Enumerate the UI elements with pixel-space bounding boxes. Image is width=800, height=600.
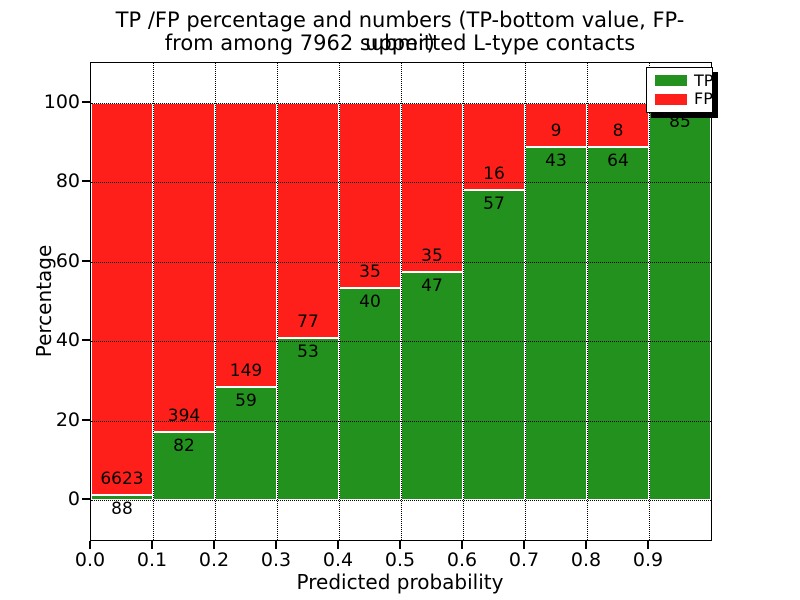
x-tick-label: 0.5 [384,549,416,571]
chart-title-line2: from among 7962 submitted L-type contact… [164,31,636,55]
tp-bar-segment [91,495,153,501]
tp-bar-segment [401,272,463,501]
x-tick-label: 0.8 [570,549,602,571]
tp-bar-segment [649,107,711,501]
y-tick-label: 0 [67,488,80,511]
v-gridline [463,63,464,540]
x-tick-label: 0.7 [508,549,540,571]
tp-count-label: 57 [483,193,505,214]
y-tick-label: 100 [43,90,80,113]
y-axis-label: Percentage [32,244,56,358]
legend-row-fp: FP [647,89,713,109]
v-gridline [153,63,154,540]
fp-bar-segment [401,102,463,273]
fp-bar-segment [91,102,153,496]
v-gridline [339,63,340,540]
x-tick [275,541,277,549]
tp-count-label: 85 [669,111,691,132]
y-tick [82,339,90,342]
tp-swatch-icon [655,75,687,87]
tp-count-label: 53 [297,342,319,363]
fp-count-label: 16 [483,163,505,184]
fp-bar-segment [277,102,339,339]
legend-row-tp: TP [647,70,714,90]
v-gridline [587,63,588,540]
v-gridline [649,63,650,540]
y-tick [82,498,90,501]
fp-bar-segment [153,102,215,432]
fp-swatch-icon [655,93,687,105]
fp-count-label: 394 [167,405,201,426]
x-tick [523,541,525,549]
y-tick-label: 20 [55,408,80,431]
x-tick [399,541,401,549]
tp-count-label: 43 [545,150,567,171]
y-tick [82,259,90,262]
x-tick-label: 0.3 [260,549,292,571]
fp-bar-segment [587,102,649,147]
legend-label-tp: TP [694,70,714,90]
fp-bar-segment [215,102,277,388]
x-tick-label: 0.1 [136,549,168,571]
x-tick-label: 0.2 [198,549,230,571]
x-tick [647,541,649,549]
y-tick-label: 40 [55,329,80,352]
y-tick-label: 80 [55,170,80,193]
x-tick [585,541,587,549]
y-tick [82,100,90,103]
x-tick [461,541,463,549]
tp-count-label: 82 [173,435,195,456]
fp-bar-segment [339,102,401,289]
tp-bar-segment [525,146,587,501]
fp-count-label: 6623 [100,469,144,490]
fp-count-label: 35 [421,246,443,267]
fp-bar-segment [463,102,525,190]
x-tick [337,541,339,549]
tp-count-label: 64 [607,150,629,171]
fp-count-label: 8 [612,120,624,141]
x-tick-label: 0.4 [322,549,354,571]
v-gridline [401,63,402,540]
tp-bar-segment [587,146,649,501]
tp-bar-segment [277,338,339,501]
v-gridline [277,63,278,540]
x-tick [89,541,91,549]
tp-bar-segment [463,189,525,501]
tp-count-label: 40 [359,292,381,313]
x-axis-label: Predicted probability [296,570,504,594]
tp-count-label: 88 [111,499,133,520]
x-tick [213,541,215,549]
x-tick-label: 0.0 [74,549,106,571]
v-gridline [525,63,526,540]
legend-label-fp: FP [694,89,713,109]
fp-count-label: 35 [359,262,381,283]
fp-bar-segment [525,102,587,147]
x-tick [151,541,153,549]
x-tick-label: 0.6 [446,549,478,571]
y-tick-label: 60 [55,249,80,272]
y-tick [82,418,90,421]
y-tick [82,180,90,183]
legend: TP FP [646,67,713,113]
tp-bar-segment [153,431,215,501]
fp-count-label: 9 [550,120,562,141]
chart-title-line1: TP /FP percentage and numbers (TP-bottom… [115,8,685,55]
tp-count-label: 59 [235,391,257,412]
plot-area: 6623 88 394 82 149 59 77 53 35 40 35 47 16 57 9 43 8 64 85 [90,62,712,541]
x-tick-label: 0.9 [632,549,664,571]
tp-bar-segment [339,288,401,501]
fp-count-label: 149 [229,361,263,382]
fp-count-label: 77 [297,312,319,333]
tp-count-label: 47 [421,276,443,297]
v-gridline [215,63,216,540]
